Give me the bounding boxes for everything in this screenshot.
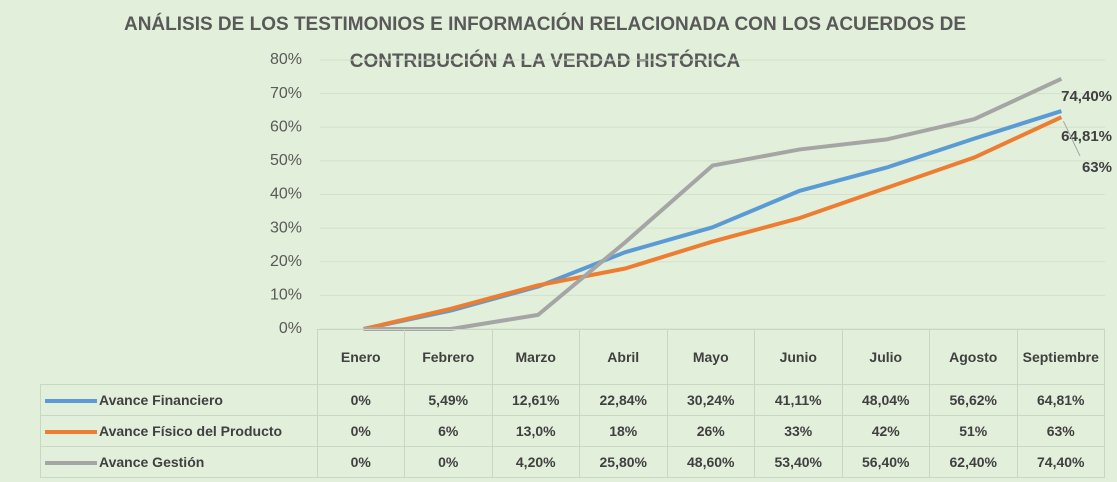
table-value: 18% <box>579 415 668 447</box>
category-label: Septiembre <box>1016 329 1105 385</box>
legend-cell: Avance Financiero <box>40 384 318 416</box>
y-tick-label: 20% <box>270 253 302 270</box>
legend-label: Avance Gestión <box>99 454 205 470</box>
table-value: 51% <box>929 415 1018 447</box>
category-label: Abril <box>579 329 668 385</box>
table-value: 30,24% <box>666 384 755 416</box>
category-label: Marzo <box>491 329 580 385</box>
table-value: 62,40% <box>929 446 1018 478</box>
category-label: Agosto <box>929 329 1018 385</box>
table-row: Avance Físico del Producto 0% 6% 13,0% 18% 26… <box>40 415 1105 447</box>
category-label: Julio <box>841 329 930 385</box>
table-value: 63% <box>1016 415 1105 447</box>
table-value: 25,80% <box>579 446 668 478</box>
table-value: 64,81% <box>1016 384 1105 416</box>
table-value: 6% <box>404 415 493 447</box>
series-line <box>363 77 1063 331</box>
legend-key <box>45 430 97 435</box>
table-value: 12,61% <box>491 384 580 416</box>
legend-label: Avance Físico del Producto <box>99 423 283 439</box>
legend-key <box>45 399 97 404</box>
data-label: 74,40% <box>1061 88 1112 105</box>
table-row: Avance Financiero 0% 5,49% 12,61% 22,84% 30,2… <box>40 384 1105 416</box>
table-value: 56,40% <box>841 446 930 478</box>
table-corner <box>41 330 318 385</box>
series-line <box>363 115 1063 331</box>
y-tick-label: 70% <box>270 85 302 102</box>
table-value: 4,20% <box>491 446 580 478</box>
table-value: 5,49% <box>404 384 493 416</box>
table-value: 0% <box>316 415 405 447</box>
table-value: 13,0% <box>491 415 580 447</box>
legend-key <box>45 461 97 466</box>
table-value: 42% <box>841 415 930 447</box>
table-value: 0% <box>404 446 493 478</box>
y-tick-label: 0% <box>279 320 302 337</box>
legend-cell: Avance Gestión <box>40 446 318 478</box>
leader-line <box>1062 120 1081 157</box>
legend-label: Avance Financiero <box>99 392 223 408</box>
table-value: 0% <box>316 384 405 416</box>
table-value: 0% <box>316 446 405 478</box>
category-label: Junio <box>754 329 843 385</box>
table-value: 74,40% <box>1016 446 1105 478</box>
table-value: 22,84% <box>579 384 668 416</box>
table-header-row: Enero Febrero Marzo Abril Mayo Junio Julio Agos… <box>41 329 1105 385</box>
table-value: 56,62% <box>929 384 1018 416</box>
series-line <box>363 109 1062 331</box>
y-tick-label: 50% <box>270 152 302 169</box>
y-tick-label: 10% <box>270 287 302 304</box>
table-value: 33% <box>754 415 843 447</box>
legend-cell: Avance Físico del Producto <box>40 415 318 447</box>
table-value: 41,11% <box>754 384 843 416</box>
data-table: Enero Febrero Marzo Abril Mayo Junio Julio Agos… <box>40 329 1105 478</box>
data-label: 64,81% <box>1061 128 1112 145</box>
category-label: Febrero <box>404 329 493 385</box>
chart-title: ANÁLISIS DE LOS TESTIMONIOS E INFORMACIÓ… <box>123 14 966 72</box>
table-value: 48,04% <box>841 384 930 416</box>
table-row: Avance Gestión 0% 0% 4,20% 25,80% 48,60% 53,40… <box>40 446 1105 478</box>
category-label: Mayo <box>666 329 755 385</box>
table-value: 48,60% <box>666 446 755 478</box>
y-tick-label: 80% <box>270 51 302 68</box>
data-label: 63% <box>1082 159 1112 176</box>
y-tick-label: 60% <box>270 118 302 135</box>
y-tick-label: 30% <box>270 219 302 236</box>
table-value: 53,40% <box>754 446 843 478</box>
category-label: Enero <box>316 329 405 385</box>
table-value: 26% <box>666 415 755 447</box>
y-tick-label: 40% <box>270 186 302 203</box>
